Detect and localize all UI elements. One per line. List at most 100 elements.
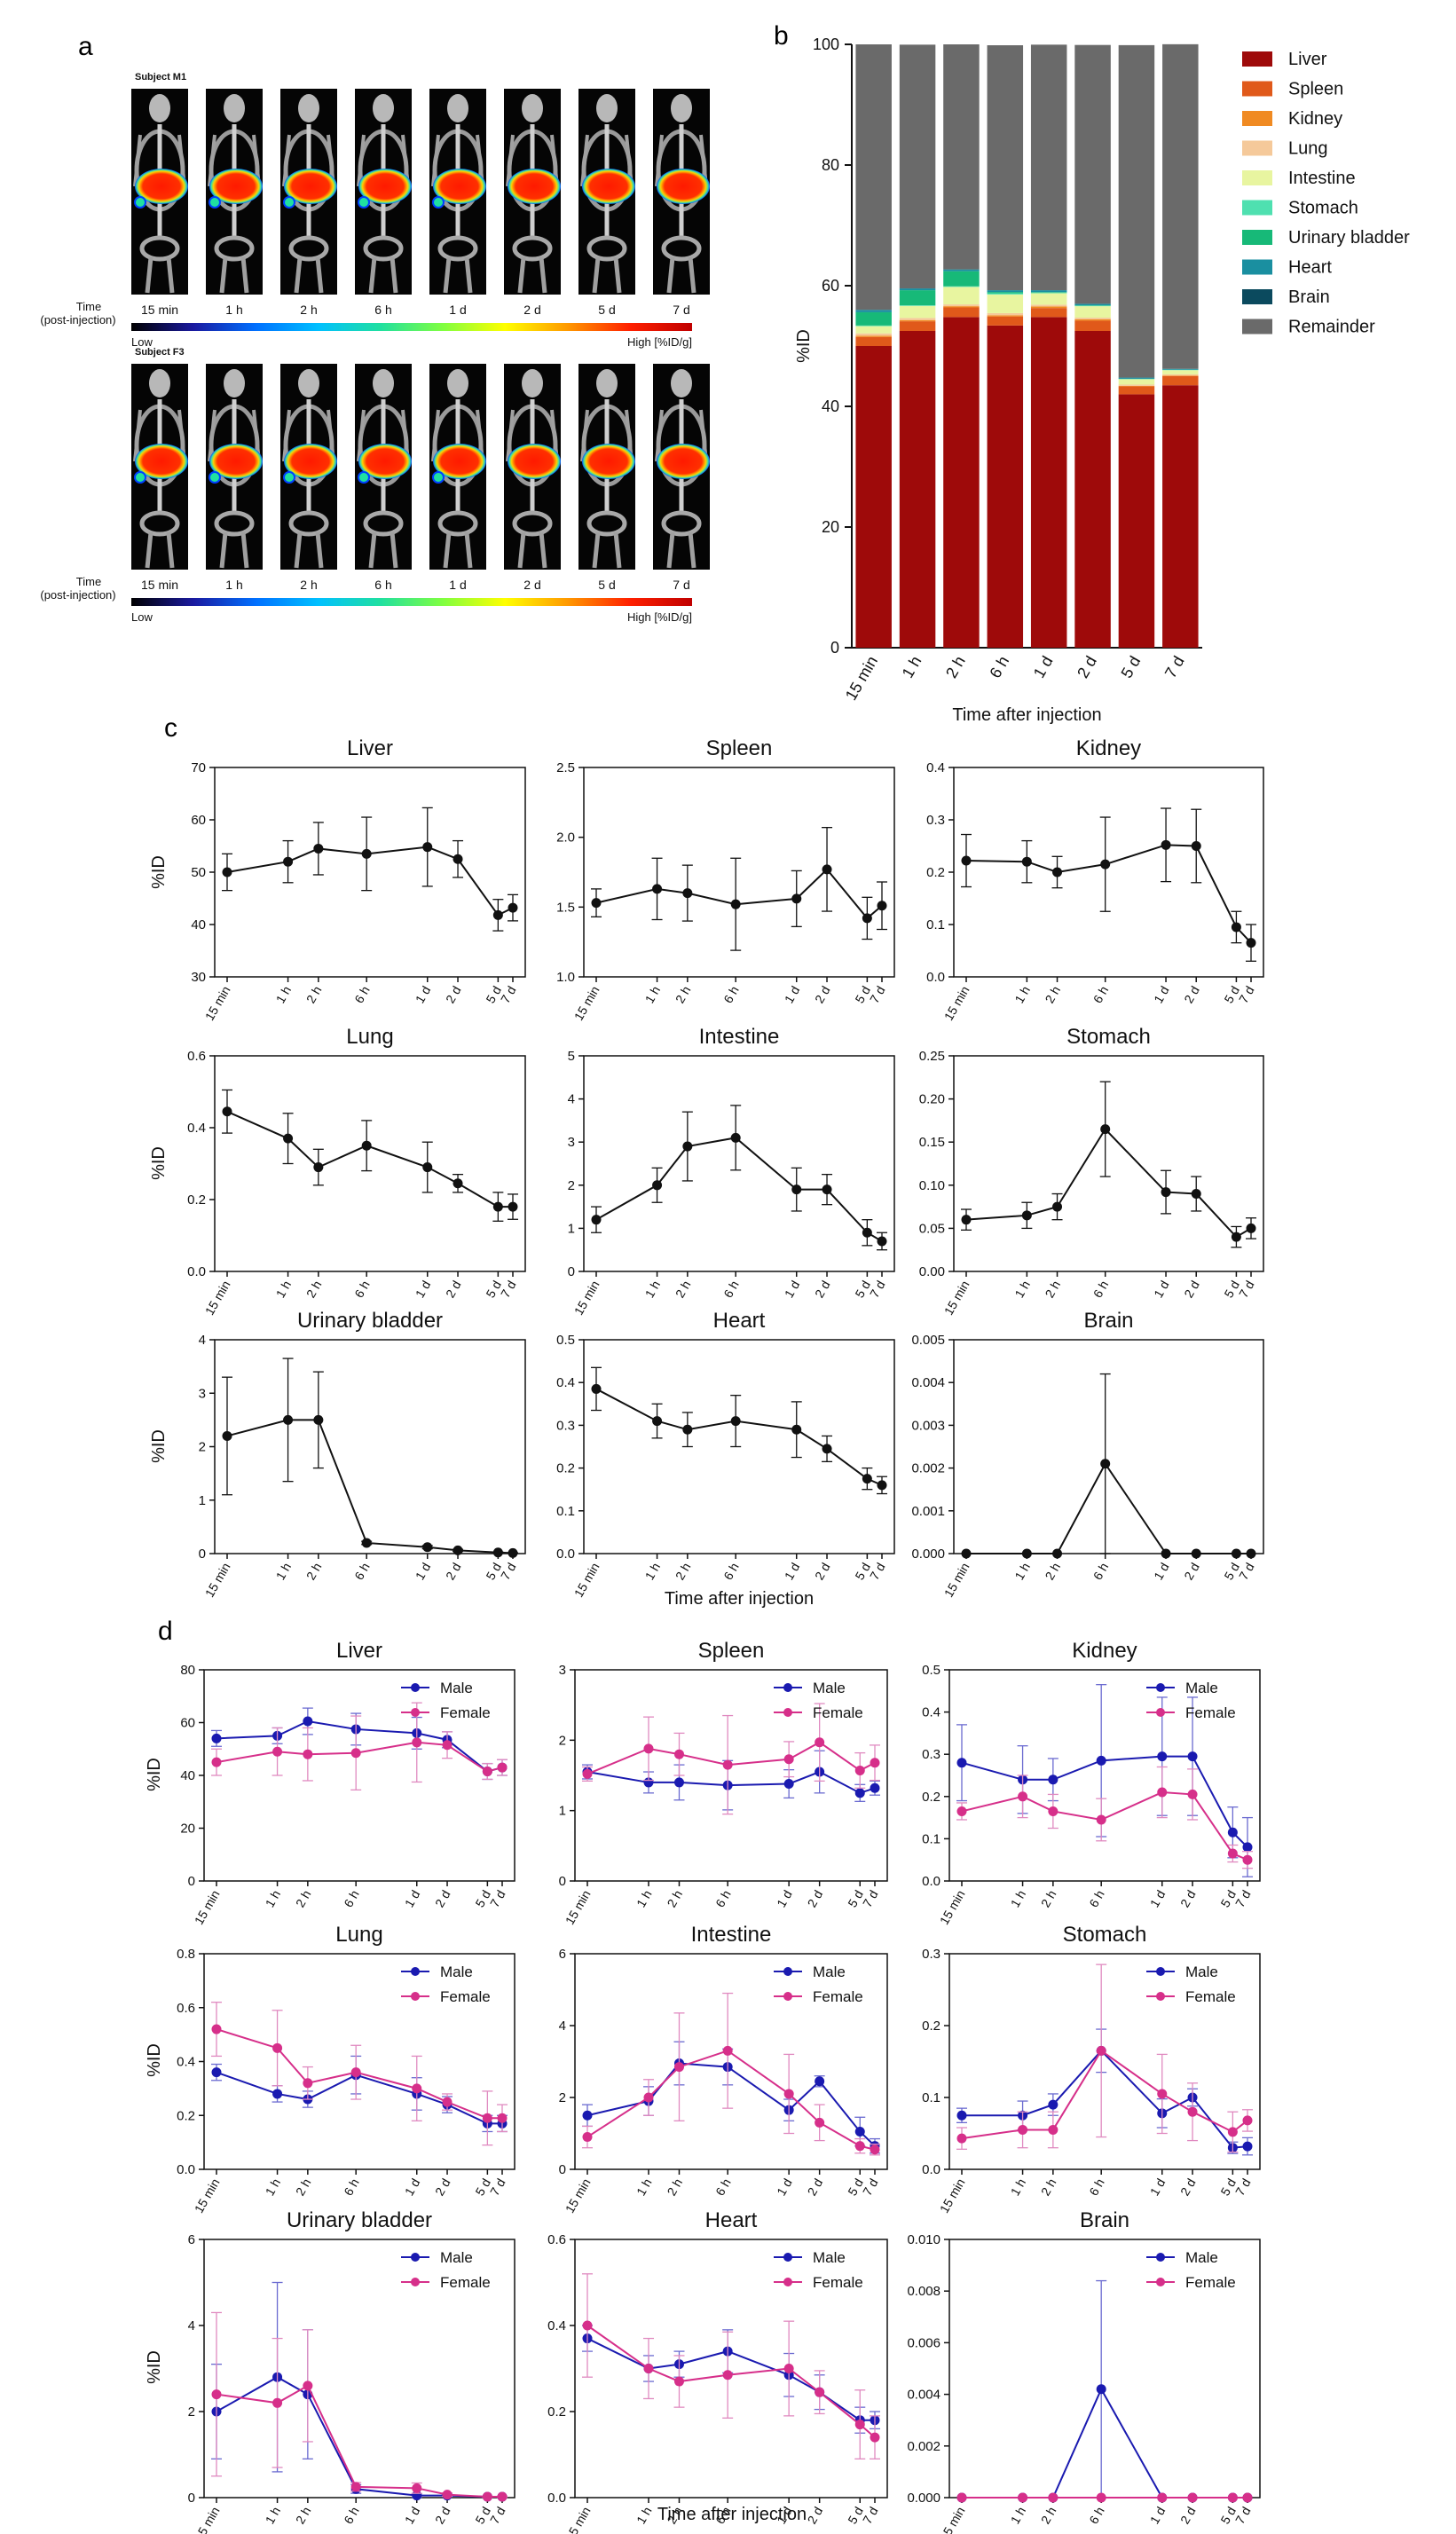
- data-point: [1021, 856, 1032, 867]
- leg-bone-shape: [539, 256, 547, 294]
- data-point: [652, 884, 663, 894]
- y-axis-label: %ID: [149, 855, 169, 889]
- x-tick-label: 6 h: [341, 2176, 362, 2199]
- bar-segment-remainder: [1074, 44, 1111, 304]
- x-tick-label: 2 d: [1177, 2505, 1199, 2527]
- data-point: [453, 1178, 463, 1189]
- liver-uptake-hotspot: [135, 444, 188, 479]
- bar-segment-intestine: [943, 287, 980, 305]
- data-point: [1246, 938, 1256, 948]
- pet-image: [504, 364, 561, 570]
- x-tick-label: 15 min: [563, 1888, 594, 1927]
- y-tick-label: 0.3: [556, 1418, 575, 1433]
- y-tick-label: 3: [568, 1135, 575, 1150]
- skull-shape: [447, 369, 468, 397]
- x-tick-label: 7 d: [867, 984, 888, 1006]
- x-tick-label: 2 h: [1043, 1561, 1064, 1583]
- x-tick-label: 1 h: [634, 2505, 655, 2527]
- data-point: [497, 1762, 508, 1773]
- leg-bone-shape: [315, 531, 324, 569]
- liver-uptake-hotspot: [582, 169, 635, 204]
- x-tick-label: 1 h: [1011, 1561, 1033, 1583]
- x-tick-label: 1 h: [1011, 1279, 1033, 1301]
- y-tick-label: 0.0: [922, 2162, 940, 2177]
- liver-uptake-hotspot: [657, 169, 710, 204]
- x-tick-label: 6 h: [341, 1888, 362, 1910]
- x-tick-label: 2 d: [443, 984, 464, 1006]
- data-point: [1096, 2384, 1106, 2395]
- bar-segment-kidney: [987, 315, 1024, 317]
- subplot-title: Spleen: [698, 1639, 765, 1663]
- panel-label-a: a: [78, 32, 93, 61]
- skull-shape: [373, 94, 394, 122]
- leg-bone-shape: [613, 256, 622, 294]
- y-tick-label: 1: [568, 1221, 575, 1236]
- x-tick-label: 1 h: [899, 653, 925, 681]
- x-tick-label: 2 d: [805, 1888, 826, 1910]
- x-tick-label: 7 d: [498, 1279, 519, 1301]
- y-tick-label: 0: [559, 2162, 566, 2177]
- leg-bone-shape: [315, 256, 324, 294]
- legend-marker: [1156, 1708, 1165, 1717]
- data-point: [854, 1765, 865, 1775]
- data-point: [673, 2376, 684, 2387]
- data-point: [862, 1227, 872, 1238]
- pet-image: [131, 89, 188, 295]
- arm-bone-shape: [506, 134, 515, 187]
- series-line: [586, 2050, 876, 2151]
- arm-bone-shape: [431, 134, 440, 187]
- y-tick-label: 0.4: [177, 2055, 195, 2070]
- x-tick-label: 2 d: [1177, 1888, 1199, 1910]
- legend-swatch: [1242, 319, 1272, 334]
- x-tick-label: 7 d: [860, 2176, 881, 2199]
- plot-frame: [574, 1953, 888, 2170]
- data-point: [211, 2067, 222, 2078]
- pelvis-shape: [586, 235, 627, 262]
- data-point: [482, 2113, 492, 2123]
- pelvis-shape: [288, 235, 329, 262]
- data-point: [350, 2067, 361, 2078]
- pelvis-shape: [214, 235, 255, 262]
- x-tick-label: 15 min: [571, 1279, 602, 1318]
- series-line: [961, 1791, 1248, 1861]
- x-tick-label: 7 d: [1161, 653, 1188, 681]
- series-line: [586, 2337, 875, 2421]
- data-point: [1048, 1806, 1059, 1816]
- leg-bone-shape: [368, 531, 377, 569]
- skull-shape: [224, 94, 245, 122]
- legend-label: Intestine: [1288, 169, 1356, 188]
- y-tick-label: 0.25: [919, 1049, 945, 1064]
- arm-bone-shape: [133, 409, 142, 462]
- leg-bone-shape: [592, 256, 601, 294]
- x-tick-label: 1 d: [782, 1279, 803, 1301]
- y-tick-label: 0.6: [547, 2232, 566, 2247]
- data-point: [412, 2483, 422, 2493]
- legend-label: Male: [440, 2249, 473, 2266]
- data-point: [862, 1474, 872, 1484]
- bar-segment-spleen: [1030, 308, 1067, 318]
- x-tick-label: 15 min: [563, 2505, 594, 2534]
- y-axis-label: %ID: [149, 1429, 169, 1463]
- y-tick-label: 1: [559, 1804, 566, 1819]
- x-tick-label: 7 d: [1236, 1561, 1257, 1583]
- data-point: [508, 1547, 518, 1558]
- data-point: [1246, 1223, 1256, 1233]
- pet-image: [355, 364, 412, 570]
- y-tick-label: 0: [199, 1546, 206, 1562]
- plot-frame: [948, 1953, 1261, 2170]
- subplot-title: Intestine: [699, 1025, 780, 1049]
- skull-shape: [298, 369, 319, 397]
- bar-segment-lung: [987, 312, 1024, 316]
- skull-shape: [224, 369, 245, 397]
- series-line: [226, 1110, 513, 1208]
- bar-segment-kidney: [1162, 375, 1199, 376]
- bar-segment-lung: [1030, 304, 1067, 307]
- data-point: [1231, 1548, 1241, 1559]
- data-point: [591, 898, 602, 909]
- x-tick-label: 1 h: [1008, 2176, 1029, 2199]
- leg-bone-shape: [443, 531, 452, 569]
- y-tick-label: 0.2: [922, 1790, 940, 1805]
- data-point: [412, 1737, 422, 1748]
- legend-label: Female: [1185, 1988, 1236, 2005]
- data-point: [1227, 2492, 1238, 2503]
